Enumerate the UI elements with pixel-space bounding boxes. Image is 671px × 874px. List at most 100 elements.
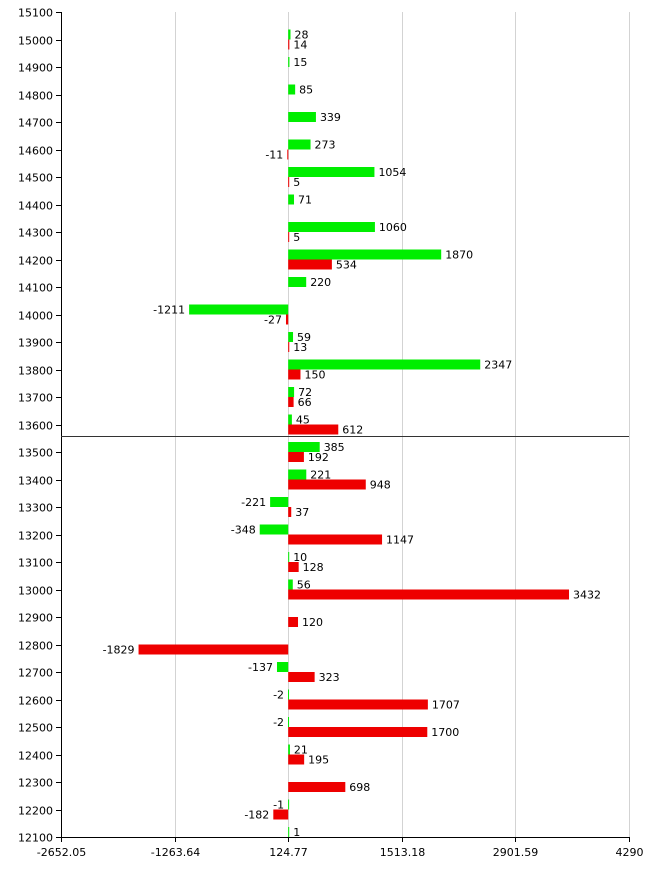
green-bar xyxy=(270,497,289,507)
y-tick-label: 13500 xyxy=(18,447,53,460)
green-bar xyxy=(288,359,481,370)
green-bar xyxy=(288,249,442,260)
red-bar xyxy=(285,314,289,325)
y-tick-label: 13300 xyxy=(18,502,53,515)
value-label: 534 xyxy=(336,259,357,272)
y-tick-label: 12700 xyxy=(18,667,53,680)
value-label: 323 xyxy=(319,671,340,684)
y-tick-label: 13100 xyxy=(18,557,53,570)
green-bar xyxy=(288,387,295,397)
value-label: -348 xyxy=(231,524,256,537)
red-bar xyxy=(288,589,570,600)
x-tick-label: 4290 xyxy=(616,846,644,859)
value-label: -137 xyxy=(248,661,273,674)
value-label: -2 xyxy=(273,716,284,729)
green-bar xyxy=(288,277,307,287)
value-label: 698 xyxy=(349,781,370,794)
red-bar xyxy=(288,672,315,682)
green-bar xyxy=(288,579,293,590)
value-label: 45 xyxy=(296,414,310,427)
x-tick-label: 1513.18 xyxy=(380,846,426,859)
red-bar xyxy=(288,562,299,572)
value-label: 14 xyxy=(293,39,307,52)
value-label: 59 xyxy=(297,331,311,344)
green-bar xyxy=(288,112,316,122)
green-bar xyxy=(288,139,311,150)
value-label: 72 xyxy=(298,386,312,399)
y-tick-label: 14900 xyxy=(18,62,53,75)
green-bar xyxy=(288,222,375,232)
green-bar xyxy=(288,717,290,727)
value-label: -1829 xyxy=(103,644,135,657)
y-tick-label: 14500 xyxy=(18,172,53,185)
red-bar xyxy=(138,644,289,655)
value-label: 37 xyxy=(295,506,309,519)
y-tick-label: 12500 xyxy=(18,722,53,735)
value-label: -221 xyxy=(241,496,266,509)
red-bar xyxy=(288,727,428,737)
value-label: 221 xyxy=(310,469,331,482)
value-label: 1060 xyxy=(379,221,407,234)
y-tick-label: 14000 xyxy=(18,310,53,323)
green-bar xyxy=(288,799,290,810)
green-bar xyxy=(288,332,294,342)
value-label: 339 xyxy=(320,111,341,124)
value-label: 5 xyxy=(293,231,300,244)
value-label: -11 xyxy=(265,149,283,162)
value-label: 56 xyxy=(297,579,311,592)
value-label: 220 xyxy=(310,276,331,289)
red-bar xyxy=(288,754,305,765)
value-label: -1 xyxy=(273,799,284,812)
green-bar xyxy=(288,552,290,562)
y-tick-label: 13700 xyxy=(18,392,53,405)
green-bar xyxy=(259,524,289,535)
value-label: -182 xyxy=(244,809,269,822)
green-bar xyxy=(288,469,307,480)
value-label: 1700 xyxy=(431,726,459,739)
y-tick-label: 13200 xyxy=(18,530,53,543)
value-label-layer: 28158533927310547110601870220-1211592347… xyxy=(103,29,601,840)
value-label: 13 xyxy=(293,341,307,354)
red-bar xyxy=(288,369,301,380)
bar-layer xyxy=(138,29,570,837)
value-label: 71 xyxy=(298,194,312,207)
red-bar xyxy=(288,782,346,792)
value-label: 85 xyxy=(299,84,313,97)
red-bar xyxy=(288,424,339,435)
green-bar xyxy=(288,57,290,67)
y-tick-label: 12900 xyxy=(18,612,53,625)
value-label: 948 xyxy=(370,479,391,492)
y-tick-label: 12100 xyxy=(18,832,53,845)
y-tick-label: 14800 xyxy=(18,90,53,103)
y-tick-label: 13400 xyxy=(18,475,53,488)
value-label: 128 xyxy=(303,561,324,574)
red-bar xyxy=(288,39,290,50)
red-bar xyxy=(288,699,428,710)
value-label: -27 xyxy=(264,314,282,327)
y-tick-label: 14400 xyxy=(18,200,53,213)
y-tick-label: 14600 xyxy=(18,145,53,158)
value-label: 5 xyxy=(293,176,300,189)
y-tick-label: 12600 xyxy=(18,695,53,708)
green-bar xyxy=(288,744,290,755)
green-bar xyxy=(189,304,289,315)
value-label: 612 xyxy=(342,424,363,437)
value-label: 385 xyxy=(324,441,345,454)
y-tick-label: 12200 xyxy=(18,805,53,818)
red-bar xyxy=(288,232,290,242)
axis-layer: 15100 15000 14900 14800 14700 14600 14500 14400… xyxy=(18,7,644,860)
x-tick-label: -2652.05 xyxy=(37,846,86,859)
y-tick-label: 13600 xyxy=(18,420,53,433)
green-bar xyxy=(288,414,292,425)
value-label: 15 xyxy=(293,56,307,69)
green-bar xyxy=(288,689,290,700)
value-label: 1707 xyxy=(432,699,460,712)
value-label: 1870 xyxy=(445,249,473,262)
x-tick-label: 2901.59 xyxy=(493,846,539,859)
green-bar xyxy=(288,827,290,837)
red-bar xyxy=(288,479,366,490)
red-bar xyxy=(288,507,292,517)
y-tick-label: 14700 xyxy=(18,117,53,130)
